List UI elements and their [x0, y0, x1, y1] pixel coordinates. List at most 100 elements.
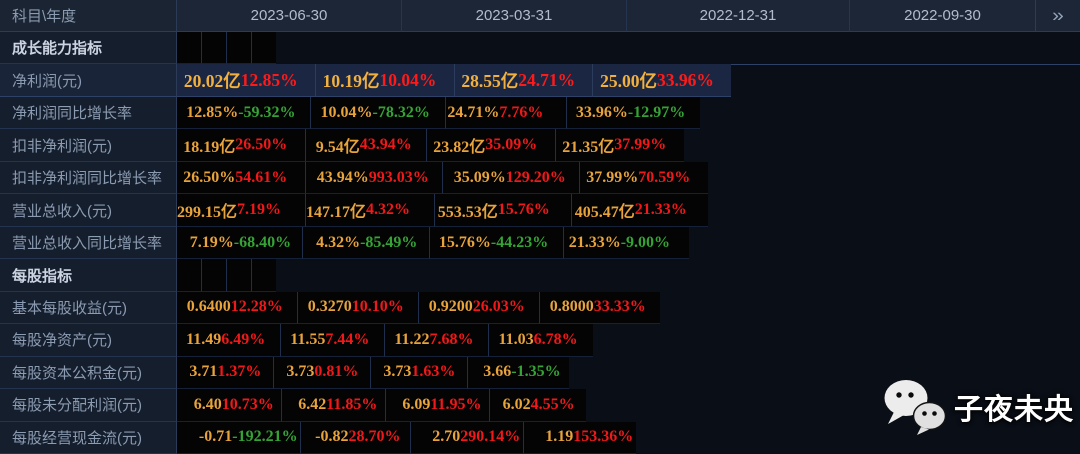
row-label: 每股净资产(元)	[0, 324, 177, 357]
table-header: 科目\年度 2023-06-30 2023-03-31 2022-12-31 2…	[0, 0, 1080, 32]
metric-value: 37.99%	[586, 168, 639, 186]
value-cell[interactable]: 20.02亿 12.85%	[177, 64, 316, 97]
value-cell[interactable]: 15.76% -44.23%	[429, 226, 564, 260]
next-periods-button[interactable]: »	[1035, 0, 1080, 32]
value-cell[interactable]: 11.03 6.78%	[489, 324, 593, 357]
metric-change-pct: -68.40%	[233, 233, 292, 251]
row-label: 净利润同比增长率	[0, 96, 177, 130]
value-cell[interactable]: 6.09 11.95%	[386, 389, 491, 422]
metric-value: 7.19%	[189, 233, 234, 251]
empty-cell	[202, 32, 227, 65]
metric-value: 33.96%	[575, 103, 628, 121]
table-row[interactable]: 扣非净利润(元) 18.19亿 26.50% 9.54亿 43.94% 23.82亿 35.…	[0, 129, 1080, 162]
column-header-date-4[interactable]: 2022-09-30	[850, 0, 1035, 32]
metric-change-pct: 70.59%	[638, 168, 691, 186]
metric-value: 553.53亿	[437, 204, 498, 222]
metric-value: 35.09%	[453, 168, 506, 186]
column-header-date-3[interactable]: 2022-12-31	[627, 0, 850, 32]
value-cell[interactable]: 43.94% 993.03%	[306, 161, 443, 195]
metric-change-pct: 4.32%	[366, 201, 411, 219]
metric-value: -0.82	[315, 428, 349, 446]
metric-change-pct: 993.03%	[368, 168, 429, 186]
value-cell[interactable]: 299.15亿 7.19%	[177, 194, 307, 227]
value-cell[interactable]: 11.55 7.44%	[281, 324, 386, 357]
value-cell[interactable]: 0.9200 26.03%	[419, 291, 540, 325]
metric-change-pct: 1.37%	[217, 363, 262, 381]
metric-value: 299.15亿	[177, 204, 238, 222]
section-row: 成长能力指标	[0, 32, 1080, 65]
value-cell[interactable]: 24.71% 7.76%	[445, 96, 567, 130]
value-cell[interactable]: 147.17亿 4.32%	[306, 194, 436, 227]
table-row[interactable]: 扣非净利润同比增长率 26.50% 54.61% 43.94% 993.03% 35.09…	[0, 161, 1080, 195]
value-cell[interactable]: 3.73 1.63%	[371, 356, 468, 390]
value-cell[interactable]: 4.32% -85.49%	[303, 226, 430, 260]
value-cell[interactable]: -0.82 28.70%	[300, 421, 411, 454]
value-cell[interactable]: 3.73 0.81%	[274, 356, 371, 390]
value-cell[interactable]: 11.22 7.68%	[385, 324, 490, 357]
metric-value: 0.6400	[186, 298, 231, 316]
value-cell[interactable]: 10.19亿 10.04%	[315, 64, 455, 97]
empty-cell	[252, 32, 276, 65]
value-cell[interactable]: 21.33% -9.00%	[563, 226, 690, 260]
value-cell[interactable]: 26.50% 54.61%	[177, 161, 306, 195]
metric-value: 6.42	[298, 395, 327, 413]
metric-value: 0.3270	[307, 298, 352, 316]
value-cell[interactable]: 3.71 1.37%	[177, 356, 274, 390]
metric-value: 6.40	[193, 395, 222, 413]
value-cell[interactable]: 0.3270 10.10%	[298, 291, 419, 325]
value-cell[interactable]: 553.53亿 15.76%	[435, 194, 573, 227]
table-row[interactable]: 营业总收入(元) 299.15亿 7.19% 147.17亿 4.32% 553.53亿 1…	[0, 194, 1080, 227]
metric-value: 147.17亿	[306, 204, 367, 222]
table-row[interactable]: 每股未分配利润(元) 6.40 10.73% 6.42 11.85% 6.09 11.95%…	[0, 389, 1080, 422]
metric-value: 0.8000	[549, 298, 594, 316]
column-header-date-1[interactable]: 2023-06-30	[177, 0, 402, 32]
value-cell[interactable]: 1.19 153.36%	[523, 421, 636, 454]
value-cell[interactable]: 28.55亿 24.71%	[454, 64, 594, 97]
value-cell[interactable]: 12.85% -59.32%	[177, 96, 312, 130]
value-cell[interactable]: 37.99% 70.59%	[580, 161, 708, 195]
metric-change-pct: 10.73%	[221, 395, 274, 413]
value-cell[interactable]: 0.6400 12.28%	[177, 291, 298, 325]
value-cell[interactable]: 23.82亿 35.09%	[427, 129, 557, 162]
value-cell[interactable]: 6.02 4.55%	[490, 389, 587, 422]
metric-value: 24.71%	[447, 103, 500, 121]
table-row[interactable]: 营业总收入同比增长率 7.19% -68.40% 4.32% -85.49% 15.76%…	[0, 226, 1080, 260]
value-cell[interactable]: 11.49 6.49%	[177, 324, 282, 357]
metric-change-pct: 1.63%	[411, 363, 456, 381]
value-cell[interactable]: 9.54亿 43.94%	[306, 129, 428, 162]
metric-change-pct: 33.96%	[656, 69, 714, 90]
value-cell[interactable]: 18.19亿 26.50%	[177, 129, 307, 162]
table-row[interactable]: 每股资本公积金(元) 3.71 1.37% 3.73 0.81% 3.73 1.63% 3.6…	[0, 356, 1080, 390]
metric-value: 21.35亿	[562, 139, 615, 157]
value-cell[interactable]: 7.19% -68.40%	[177, 226, 304, 260]
metric-value: 18.19亿	[183, 139, 236, 157]
table-row[interactable]: 基本每股收益(元) 0.6400 12.28% 0.3270 10.10% 0.9200 2…	[0, 291, 1080, 325]
row-label: 基本每股收益(元)	[0, 291, 177, 325]
metric-change-pct: -78.32%	[372, 103, 430, 121]
metric-change-pct: 26.50%	[235, 136, 288, 154]
metric-change-pct: 4.55%	[530, 395, 575, 413]
value-cell[interactable]: 2.70 290.14%	[410, 421, 524, 454]
table-row[interactable]: 净利润(元) 20.02亿 12.85% 10.19亿 10.04% 28.55亿 24.7…	[0, 64, 1080, 97]
value-cell[interactable]: 21.35亿 37.99%	[556, 129, 685, 162]
table-row[interactable]: 每股净资产(元) 11.49 6.49% 11.55 7.44% 11.22 7.68% 11…	[0, 324, 1080, 357]
column-header-date-2[interactable]: 2023-03-31	[402, 0, 627, 32]
value-cell[interactable]: 405.47亿 21.33%	[572, 194, 709, 227]
metric-value: 11.49	[186, 330, 222, 348]
value-cell[interactable]: 6.42 11.85%	[282, 389, 387, 422]
value-cell[interactable]: 0.8000 33.33%	[540, 291, 660, 325]
value-cell[interactable]: 25.00亿 33.96%	[593, 64, 731, 97]
metric-change-pct: -12.97%	[627, 103, 686, 121]
value-cell[interactable]: 33.96% -12.97%	[566, 96, 700, 130]
value-cell[interactable]: 35.09% 129.20%	[443, 161, 580, 195]
value-cell[interactable]: 10.04% -78.32%	[311, 96, 446, 130]
metric-value: 26.50%	[183, 168, 236, 186]
value-cell[interactable]: 6.40 10.73%	[177, 389, 282, 422]
row-label: 营业总收入(元)	[0, 194, 177, 227]
value-cell[interactable]: 3.66 -1.35%	[468, 356, 570, 390]
metric-change-pct: -85.49%	[360, 233, 418, 251]
value-cell[interactable]: -0.71 -192.21%	[177, 421, 301, 454]
metric-value: 25.00亿	[600, 70, 657, 91]
table-row[interactable]: 每股经营现金流(元) -0.71 -192.21% -0.82 28.70% 2.70 29…	[0, 421, 1080, 454]
table-row[interactable]: 净利润同比增长率 12.85% -59.32% 10.04% -78.32% 24.71%…	[0, 96, 1080, 130]
